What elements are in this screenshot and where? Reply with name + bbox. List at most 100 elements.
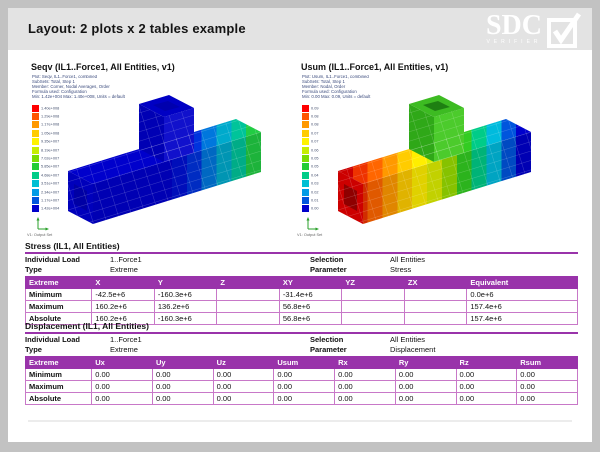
- cell: 0.00: [516, 392, 578, 405]
- cell: [341, 312, 405, 325]
- legend-label: 0.09: [311, 106, 319, 111]
- cell: [216, 288, 280, 301]
- view-label: V1: Output Set: [297, 233, 323, 237]
- cell: 0.00: [394, 392, 457, 405]
- displacement-section-title: Displacement (IL1, All Entities): [25, 321, 578, 334]
- plot-caption-line: Plot: Usum, IL1..Force1, combined: [302, 75, 369, 80]
- stress-section-title: Stress (IL1, All Entities): [25, 241, 578, 254]
- info-label: Selection: [310, 255, 344, 264]
- legend-label: 1.17e+008: [41, 123, 60, 127]
- plot-caption-line: Plot: Seqv, IL1..Force1, combined: [32, 75, 98, 80]
- row-label: Minimum: [24, 288, 93, 301]
- plot-caption-line: Formula used: Configuration: [32, 89, 87, 95]
- report-page: Layout: 2 plots x 2 tables example SDC V…: [8, 8, 592, 442]
- cell: 0.00: [455, 368, 518, 381]
- cell: -160.3e+6: [153, 312, 218, 325]
- col-header: Rx: [334, 356, 396, 369]
- cell: 56.8e+6: [278, 312, 343, 325]
- mesh-overlay: [338, 104, 531, 224]
- info-label: Individual Load: [25, 335, 81, 344]
- legend-item: 1.40e+008: [32, 104, 74, 112]
- legend-item: 0.07: [302, 129, 325, 137]
- cell: [341, 288, 405, 301]
- legend-item: 0.05: [302, 154, 325, 163]
- legend-label: 0.05: [311, 156, 319, 161]
- page-title: Layout: 2 plots x 2 tables example: [28, 21, 246, 36]
- legend-item: 0.05: [302, 163, 325, 171]
- legend-item: 5.85e+007: [32, 163, 74, 171]
- axes-triad-icon: [306, 217, 319, 231]
- table-row: Absolute 160.2e+6 -160.3e+6 56.8e+6 157.…: [24, 312, 578, 325]
- legend-swatch: [302, 171, 309, 179]
- cell: 0.00: [516, 380, 578, 393]
- col-header: Usum: [273, 356, 336, 369]
- displacement-section: Displacement (IL1, All Entities) Individ…: [24, 321, 578, 405]
- legend-swatch: [32, 121, 39, 129]
- cell: [216, 300, 280, 313]
- plot-seqv: Seqv (IL1..Force1, All Entities, v1) Plo…: [25, 58, 295, 250]
- cell: 0.00: [151, 392, 214, 405]
- legend-item: 1.17e+007: [32, 196, 74, 204]
- cell: 0.00: [91, 392, 153, 405]
- info-label: Parameter: [310, 345, 347, 354]
- info-label: Individual Load: [25, 255, 81, 264]
- legend-item: 0.08: [302, 121, 325, 129]
- axes-triad-icon: [36, 217, 49, 231]
- cell: -160.3e+6: [153, 288, 218, 301]
- cell: 0.00: [334, 380, 396, 393]
- sdc-checkmark-icon: [547, 12, 582, 48]
- cell: 0.00: [91, 380, 153, 393]
- legend-swatch: [32, 155, 39, 163]
- info-value: Stress: [390, 265, 412, 274]
- table-row: Absolute 0.00 0.00 0.00 0.00 0.00 0.00 0…: [24, 392, 578, 405]
- cell: 56.8e+6: [278, 300, 343, 313]
- legend-item: 0.08: [302, 112, 325, 121]
- legend-item: 0.09: [302, 104, 325, 112]
- col-header: Rsum: [516, 356, 578, 369]
- cell: 0.00: [273, 380, 336, 393]
- legend-item: 1.29e+008: [32, 112, 74, 121]
- sdc-logo: SDC VERIFIER: [486, 11, 582, 49]
- legend-swatch: [302, 138, 309, 146]
- legend-swatch: [302, 129, 309, 137]
- legend-label: 0.02: [311, 190, 319, 195]
- legend-label: 9.35e+007: [41, 139, 60, 144]
- legend-swatch: [32, 146, 39, 154]
- legend-swatch: [302, 155, 309, 163]
- row-label: Absolute: [24, 312, 93, 325]
- legend-item: 0.01: [302, 196, 325, 204]
- plot-caption-line: Min: 1.42e+004 Max: 1.40e+008, Units = d…: [32, 94, 125, 100]
- cell: 0.00: [516, 368, 578, 381]
- plot-caption-line: Min: 0.00 Max: 0.09, Units = default: [302, 94, 371, 100]
- plot-captions: Plot: Seqv, IL1..Force1, combined SubSet…: [32, 75, 125, 100]
- cell: 0.00: [455, 392, 518, 405]
- legend-swatch: [302, 163, 309, 171]
- cell: 0.00: [151, 380, 214, 393]
- cell: 160.2e+6: [91, 300, 155, 313]
- legend-swatch: [32, 171, 39, 179]
- info-label: Parameter: [310, 265, 347, 274]
- legend-swatch: [32, 113, 39, 121]
- legend-label: 5.85e+007: [41, 164, 60, 169]
- info-value: Displacement: [390, 345, 436, 354]
- legend-item: 0.00: [302, 205, 325, 213]
- cell: 157.4e+6: [466, 312, 578, 325]
- cell: 0.00: [212, 368, 275, 381]
- legend-label: 0.00: [311, 206, 319, 211]
- legend-swatch: [32, 188, 39, 196]
- legend-swatch: [32, 138, 39, 146]
- plot-captions: Plot: Usum, IL1..Force1, combined SubSet…: [302, 75, 370, 100]
- legend-label: 1.40e+008: [41, 106, 60, 111]
- row-label: Maximum: [24, 380, 93, 393]
- col-header: Z: [216, 276, 280, 289]
- legend-item: 0.02: [302, 188, 325, 196]
- cell: 0.00: [334, 368, 396, 381]
- legend-swatch: [302, 180, 309, 188]
- legend-item: 3.51e+007: [32, 180, 74, 188]
- fea-model-seqv: [68, 95, 261, 224]
- legend-swatch: [302, 121, 309, 129]
- stress-section: Stress (IL1, All Entities) Individual Lo…: [24, 241, 578, 325]
- legend-label: 0.01: [311, 198, 319, 203]
- legend-item: 4.68e+007: [32, 171, 74, 179]
